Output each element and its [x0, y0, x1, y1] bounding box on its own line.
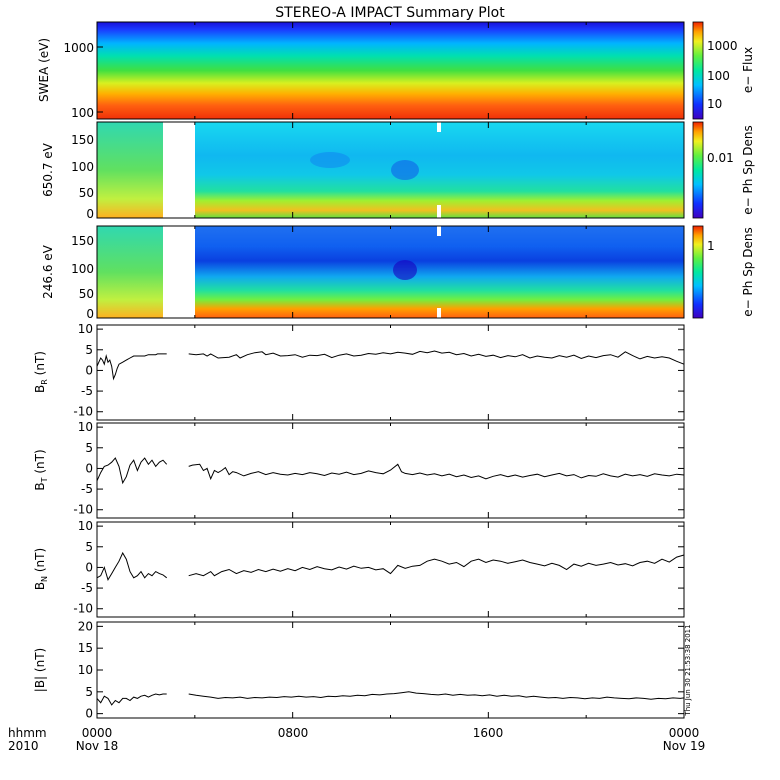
bn-panel: BN (nT) 10 5 0 -5 -10 — [33, 519, 685, 618]
ytick-label: -10 — [73, 405, 93, 419]
ytick-label: 1000 — [63, 41, 94, 55]
br-ylabel: BR (nT) — [33, 351, 49, 393]
plot-title: STEREO-A IMPACT Summary Plot — [275, 5, 505, 21]
creation-timestamp: Thu Jun 30 21:53:38 2011 — [684, 624, 692, 716]
flux-colorbar — [692, 21, 704, 120]
xtick-label: 0000 — [82, 726, 113, 740]
field-line-segment — [96, 353, 167, 381]
ytick-label: 10 — [78, 663, 93, 677]
field-line-segment — [96, 551, 168, 582]
ytick-label: 5 — [85, 540, 93, 554]
ytick-label: 10 — [78, 420, 93, 434]
ytick-label: 100 — [71, 262, 94, 276]
swea-spectrogram-panel: SWEA (eV) 1000 100 1000 100 10 e− Flux — [37, 21, 755, 120]
x-axis-labels: hhmm 2010 0000 0800 1600 0000 Nov 18 Nov… — [8, 726, 705, 753]
ytick-label: 150 — [71, 234, 94, 248]
ytick-label: 5 — [85, 441, 93, 455]
ytick-label: 0 — [85, 707, 93, 721]
ytick-label: 0 — [86, 307, 94, 321]
psd-colorbar — [692, 121, 704, 219]
colorbar-tick: 100 — [707, 69, 730, 83]
pad-246-panel: 246.6 eV 150 100 50 0 1 e− Ph Sp Dens — [41, 225, 755, 321]
field-line-segment — [188, 691, 685, 700]
bmag-ylabel: |B| (nT) — [33, 648, 47, 692]
date-end-label: Nov 19 — [663, 739, 706, 753]
ytick-label: 0 — [85, 560, 93, 574]
xtick-label: 0000 — [669, 726, 700, 740]
ytick-label: 50 — [79, 186, 94, 200]
colorbar-tick: 10 — [707, 97, 722, 111]
bt-ylabel: BT (nT) — [33, 449, 49, 490]
ytick-label: -10 — [73, 602, 93, 616]
pad-650-yticks: 150 100 50 0 — [71, 133, 94, 221]
ytick-label: 100 — [71, 160, 94, 174]
hhmm-label: hhmm — [8, 726, 47, 740]
ytick-label: 150 — [71, 133, 94, 147]
pad-246-yticks: 150 100 50 0 — [71, 234, 94, 321]
ytick-label: 10 — [78, 322, 93, 336]
field-line-segment — [188, 554, 685, 577]
bmag-panel: |B| (nT) 20 15 10 5 0 — [33, 619, 685, 721]
ytick-label: 0 — [85, 363, 93, 377]
ytick-label: 0 — [86, 207, 94, 221]
ytick-label: 5 — [85, 685, 93, 699]
colorbar-tick: 0.01 — [707, 151, 734, 165]
ytick-label: -10 — [73, 503, 93, 517]
date-start-label: Nov 18 — [76, 739, 119, 753]
bt-line — [96, 457, 685, 485]
ytick-label: 15 — [78, 641, 93, 655]
swea-spectrogram — [97, 22, 684, 119]
ytick-label: -5 — [81, 581, 93, 595]
br-panel: BR (nT) 10 5 0 -5 -10 — [33, 322, 685, 421]
swea-yticks: 1000 100 — [63, 41, 103, 120]
bt-panel: BT (nT) 10 5 0 -5 -10 — [33, 420, 685, 519]
ytick-label: 5 — [85, 343, 93, 357]
ytick-label: 0 — [85, 461, 93, 475]
pad-650-panel: 650.7 eV 150 100 50 0 0.01 e− Ph Sp Dens — [41, 121, 755, 221]
year-label: 2010 — [8, 739, 39, 753]
field-line-segment — [96, 457, 168, 485]
field-line-segment — [188, 350, 685, 365]
ytick-label: 10 — [78, 519, 93, 533]
swea-ylabel: SWEA (eV) — [37, 38, 51, 102]
bmag-line — [96, 691, 685, 706]
bn-line — [96, 551, 685, 582]
bn-ylabel: BN (nT) — [33, 548, 49, 590]
xtick-label: 0800 — [278, 726, 309, 740]
psd-colorbar — [692, 225, 704, 319]
ytick-label: -5 — [81, 384, 93, 398]
field-line-segment — [188, 463, 685, 481]
pad-650-ylabel: 650.7 eV — [41, 142, 55, 197]
pad-246-ylabel: 246.6 eV — [41, 244, 55, 299]
colorbar-label: e− Ph Sp Dens — [741, 227, 755, 316]
ytick-label: -5 — [81, 482, 93, 496]
colorbar-label: e− Ph Sp Dens — [741, 125, 755, 214]
colorbar-tick: 1000 — [707, 39, 738, 53]
colorbar-label: e− Flux — [741, 47, 755, 93]
ytick-label: 50 — [79, 287, 94, 301]
xtick-label: 1600 — [473, 726, 504, 740]
ytick-label: 100 — [71, 106, 94, 120]
field-line-segment — [96, 693, 167, 706]
br-line — [96, 350, 685, 381]
colorbar-tick: 1 — [707, 239, 715, 253]
ytick-label: 20 — [78, 619, 93, 633]
